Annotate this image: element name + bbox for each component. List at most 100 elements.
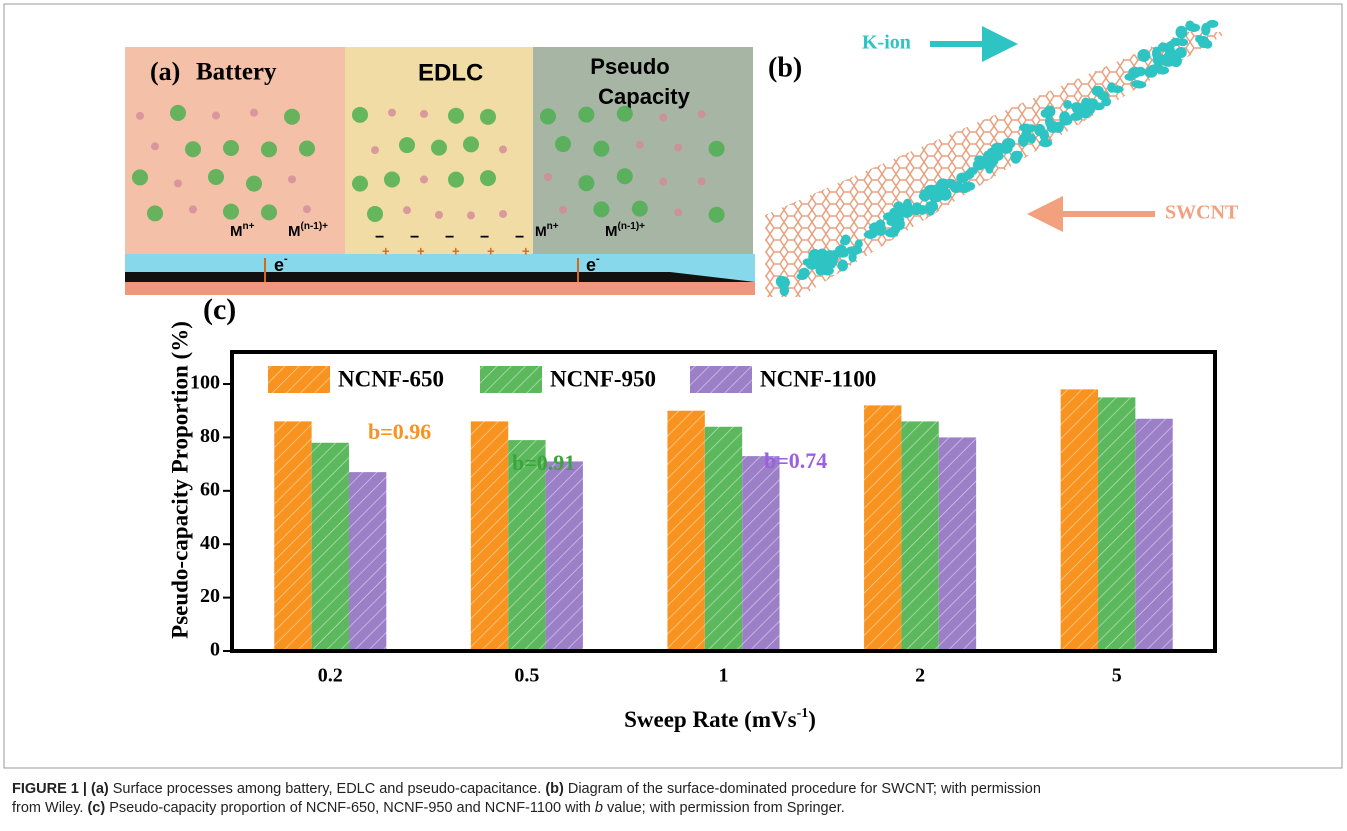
k-ion bbox=[838, 259, 848, 271]
ion-ball bbox=[448, 108, 464, 124]
ion-ball bbox=[185, 141, 201, 157]
ion-ball bbox=[174, 180, 182, 188]
ion-ball bbox=[674, 144, 682, 152]
ion-ball bbox=[617, 106, 633, 122]
ion-ball bbox=[388, 109, 396, 117]
caption-text: FIGURE 1 | (a) bbox=[12, 781, 109, 797]
region-label: EDLC bbox=[418, 59, 483, 86]
ion-ball bbox=[189, 205, 197, 213]
charge: + bbox=[522, 243, 530, 258]
bar bbox=[939, 437, 976, 651]
x-tick-label: 0.2 bbox=[318, 665, 343, 687]
legend-label: NCNF-1100 bbox=[760, 366, 876, 391]
ion-ball bbox=[659, 178, 667, 186]
ion-ball bbox=[559, 206, 567, 214]
ion-ball bbox=[223, 204, 239, 220]
y-axis-label: Pseudo-capacity Proportion (%) bbox=[167, 321, 192, 639]
k-ion bbox=[1092, 102, 1104, 110]
annotation: b=0.91 bbox=[512, 450, 575, 475]
region-label: Pseudo bbox=[590, 54, 669, 79]
caption-line: FIGURE 1 | (a) Surface processes among b… bbox=[12, 780, 1337, 799]
panel-label: (a) bbox=[150, 57, 180, 86]
ion-ball bbox=[384, 172, 400, 188]
ion-ball bbox=[593, 141, 609, 157]
k-ion bbox=[1156, 66, 1169, 74]
page: {"panels":{"a":{"label":"(a)","regions":… bbox=[0, 0, 1347, 831]
ion-ball bbox=[288, 175, 296, 183]
charge: + bbox=[417, 243, 425, 258]
k-ion bbox=[1201, 23, 1210, 36]
k-ion bbox=[1132, 81, 1146, 89]
panel-b: (b) K-ion SWCNT bbox=[765, 20, 1239, 297]
k-ion bbox=[899, 207, 907, 215]
ion-ball bbox=[261, 204, 277, 220]
k-ion bbox=[1019, 123, 1032, 131]
panel-label: (b) bbox=[768, 52, 802, 83]
ion-ball bbox=[593, 201, 609, 217]
ion-ball bbox=[540, 108, 556, 124]
charge: + bbox=[382, 243, 390, 258]
k-ion bbox=[1187, 23, 1200, 32]
caption-text: Pseudo-capacity proportion of NCNF-650, … bbox=[105, 800, 595, 816]
caption-text: Surface processes among battery, EDLC an… bbox=[109, 781, 546, 797]
ion-ball bbox=[499, 210, 507, 218]
y-tick-label: 80 bbox=[200, 425, 220, 447]
k-ion bbox=[1167, 41, 1176, 48]
ion-ball bbox=[698, 110, 706, 118]
ion-ball bbox=[467, 211, 475, 219]
ion-ball bbox=[403, 206, 411, 214]
k-ion bbox=[919, 189, 930, 201]
y-tick-label: 20 bbox=[200, 585, 220, 607]
k-ion bbox=[1063, 100, 1072, 109]
ion-ball bbox=[212, 112, 220, 120]
region-label: Battery bbox=[196, 59, 277, 86]
ion-ball bbox=[636, 141, 644, 149]
k-ion bbox=[1198, 36, 1209, 48]
ion-ball bbox=[352, 107, 368, 123]
k-ion bbox=[1040, 129, 1049, 141]
bar bbox=[864, 405, 901, 651]
ion-ball bbox=[136, 112, 144, 120]
ion-ball bbox=[544, 173, 552, 181]
figure: (a) Battery EDLC Pseudo Capacity Mn+ M(n… bbox=[0, 0, 1347, 780]
k-ion bbox=[841, 234, 851, 244]
bar bbox=[1135, 419, 1172, 651]
k-ion bbox=[918, 205, 927, 215]
x-axis-label: Sweep Rate (mVs-1) bbox=[624, 706, 816, 732]
ion-ball bbox=[170, 105, 186, 121]
bar bbox=[546, 461, 583, 651]
legend-label: NCNF-650 bbox=[338, 366, 444, 391]
panel-a: (a) Battery EDLC Pseudo Capacity Mn+ M(n… bbox=[125, 47, 755, 295]
ion-ball bbox=[420, 110, 428, 118]
k-ion bbox=[1146, 65, 1157, 78]
k-ion bbox=[1060, 115, 1073, 125]
k-ion bbox=[846, 246, 857, 254]
caption-text: from Wiley. bbox=[12, 800, 87, 816]
ion-ball bbox=[420, 176, 428, 184]
k-ion bbox=[967, 167, 978, 175]
bar bbox=[349, 472, 386, 651]
ion-ball bbox=[674, 208, 682, 216]
bar bbox=[667, 411, 704, 651]
bar bbox=[274, 421, 311, 651]
electrode-line bbox=[125, 272, 755, 282]
charge: + bbox=[487, 243, 495, 258]
ion-ball bbox=[632, 201, 648, 217]
region-label: Capacity bbox=[598, 84, 690, 109]
x-tick-label: 0.5 bbox=[514, 665, 539, 687]
ion-ball bbox=[303, 205, 311, 213]
k-ion bbox=[1092, 86, 1104, 96]
ion-ball bbox=[352, 176, 368, 192]
ion-ball bbox=[698, 177, 706, 185]
bar bbox=[901, 421, 938, 651]
k-ion bbox=[985, 155, 999, 166]
bar bbox=[471, 421, 508, 651]
k-ion bbox=[815, 265, 824, 275]
ion-ball bbox=[250, 109, 258, 117]
caption-text: (b) bbox=[545, 781, 564, 797]
x-tick-label: 1 bbox=[719, 665, 729, 687]
caption-text: (c) bbox=[87, 800, 105, 816]
ion-ball bbox=[367, 206, 383, 222]
ion-ball bbox=[151, 142, 159, 150]
annotation: b=0.96 bbox=[368, 419, 431, 444]
